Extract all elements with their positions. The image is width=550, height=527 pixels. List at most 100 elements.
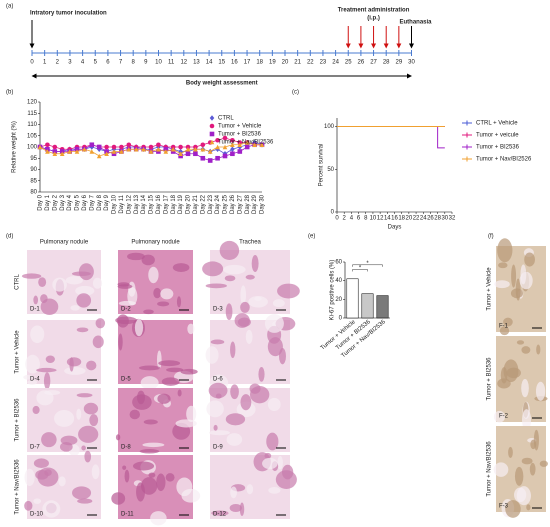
data-point: [178, 151, 183, 157]
micrograph-detail: [84, 450, 92, 463]
data-point: [200, 142, 206, 148]
micrograph-detail: [536, 344, 541, 355]
y-tick-label: 95: [30, 156, 37, 162]
micrograph-detail: [58, 476, 66, 487]
y-tick-label: 0: [331, 210, 335, 216]
micrograph-detail: [266, 432, 279, 451]
micrograph-detail: [30, 325, 45, 344]
x-tick-label: Day 18: [171, 194, 177, 214]
micrograph-detail: [115, 434, 121, 441]
image-label: D-12: [213, 512, 227, 518]
micrograph-detail: [223, 264, 246, 275]
y-tick-label: 90: [30, 167, 37, 173]
panel-label: (b): [6, 90, 13, 96]
x-tick-label: Day 4: [67, 194, 73, 210]
timeline-day: 0: [30, 60, 34, 66]
micrograph-detail: [32, 405, 40, 415]
timeline-day: 28: [383, 60, 390, 66]
micrograph-detail: [224, 275, 236, 282]
image-label: F-2: [499, 414, 509, 420]
panel-label: (a): [6, 4, 13, 10]
data-point: [185, 151, 191, 157]
data-point: [126, 142, 132, 148]
data-point: [237, 142, 243, 148]
micrograph-detail: [539, 460, 548, 467]
data-point: [119, 144, 124, 150]
y-tick-label: 120: [27, 100, 38, 106]
data-point: [222, 144, 228, 150]
timeline-day: 15: [218, 60, 225, 66]
micrograph-detail: [76, 408, 82, 420]
x-tick-label: Day 12: [126, 194, 132, 214]
micrograph-detail: [240, 394, 252, 411]
micrograph-detail: [211, 510, 229, 516]
panel-label: (e): [308, 234, 315, 240]
micrograph-detail: [21, 273, 42, 279]
y-axis-label: Relative weight (%): [12, 121, 18, 173]
micrograph-detail: [127, 287, 138, 306]
micrograph-detail: [92, 277, 103, 289]
x-tick-label: 14: [384, 216, 391, 222]
legend-label: CTRL + Vehicle: [476, 121, 518, 127]
micrograph-detail: [54, 410, 75, 427]
micrograph-detail: [240, 301, 250, 313]
significance-label: *: [366, 261, 369, 267]
x-tick-label: Day 15: [149, 194, 155, 214]
micrograph-detail: [497, 378, 511, 389]
data-point: [200, 146, 206, 152]
micrograph-detail: [176, 296, 182, 308]
micrograph-detail: [172, 263, 190, 272]
legend-label: Tumor + Nav/BI2526: [476, 157, 532, 163]
treatment-label: Treatment administration: [338, 8, 410, 14]
micrograph-detail: [43, 372, 51, 390]
micrograph-detail: [95, 318, 106, 329]
significance-bracket: [352, 269, 368, 272]
data-point: [96, 144, 102, 150]
micrograph-detail: [86, 360, 97, 371]
x-tick-label: Day 11: [119, 194, 125, 213]
micrograph-detail: [281, 464, 294, 480]
column-header: Trachea: [239, 240, 261, 246]
image-label: D-10: [30, 512, 44, 518]
timeline-day: 22: [307, 60, 314, 66]
micrograph-detail: [143, 419, 158, 425]
micrograph-detail: [508, 446, 513, 458]
legend-label: Tumor + BI2536: [218, 132, 262, 138]
y-tick-label: 115: [27, 111, 37, 117]
x-tick-label: 20: [406, 216, 413, 222]
micrograph-detail: [148, 472, 156, 478]
timeline-day: 3: [68, 60, 72, 66]
row-label: Tumor + BI2536: [15, 398, 21, 442]
micrograph-detail: [521, 409, 532, 431]
data-point: [200, 155, 206, 161]
micrograph-detail: [92, 335, 104, 349]
x-tick-label: Day 26: [230, 194, 236, 214]
x-tick-label: Day 28: [245, 194, 251, 214]
micrograph-detail: [187, 323, 195, 335]
x-tick-label: 4: [350, 216, 354, 222]
legend-label: Tumor + Nav/BI2536: [218, 140, 274, 146]
bar: [361, 293, 374, 319]
micrograph-detail: [521, 378, 529, 398]
micrograph-detail: [499, 326, 510, 336]
y-tick-label: 110: [27, 122, 37, 128]
x-tick-label: 2: [343, 216, 347, 222]
data-point: [82, 146, 87, 152]
micrograph-detail: [153, 287, 162, 299]
y-tick-label: 50: [327, 167, 334, 173]
micrograph-detail: [77, 498, 93, 504]
micrograph-detail: [521, 346, 531, 354]
timeline-day: 19: [269, 60, 276, 66]
micrograph-detail: [519, 271, 533, 290]
timeline-day: 23: [320, 60, 327, 66]
data-point: [37, 144, 43, 150]
micrograph-detail: [237, 317, 251, 327]
micrograph-detail: [24, 500, 33, 511]
data-point: [119, 149, 124, 154]
x-tick-label: Day 29: [252, 194, 258, 214]
x-tick-label: 16: [391, 216, 398, 222]
x-tick-label: Day 21: [193, 194, 199, 214]
timeline-day: 30: [408, 60, 415, 66]
micrograph-detail: [497, 238, 513, 263]
